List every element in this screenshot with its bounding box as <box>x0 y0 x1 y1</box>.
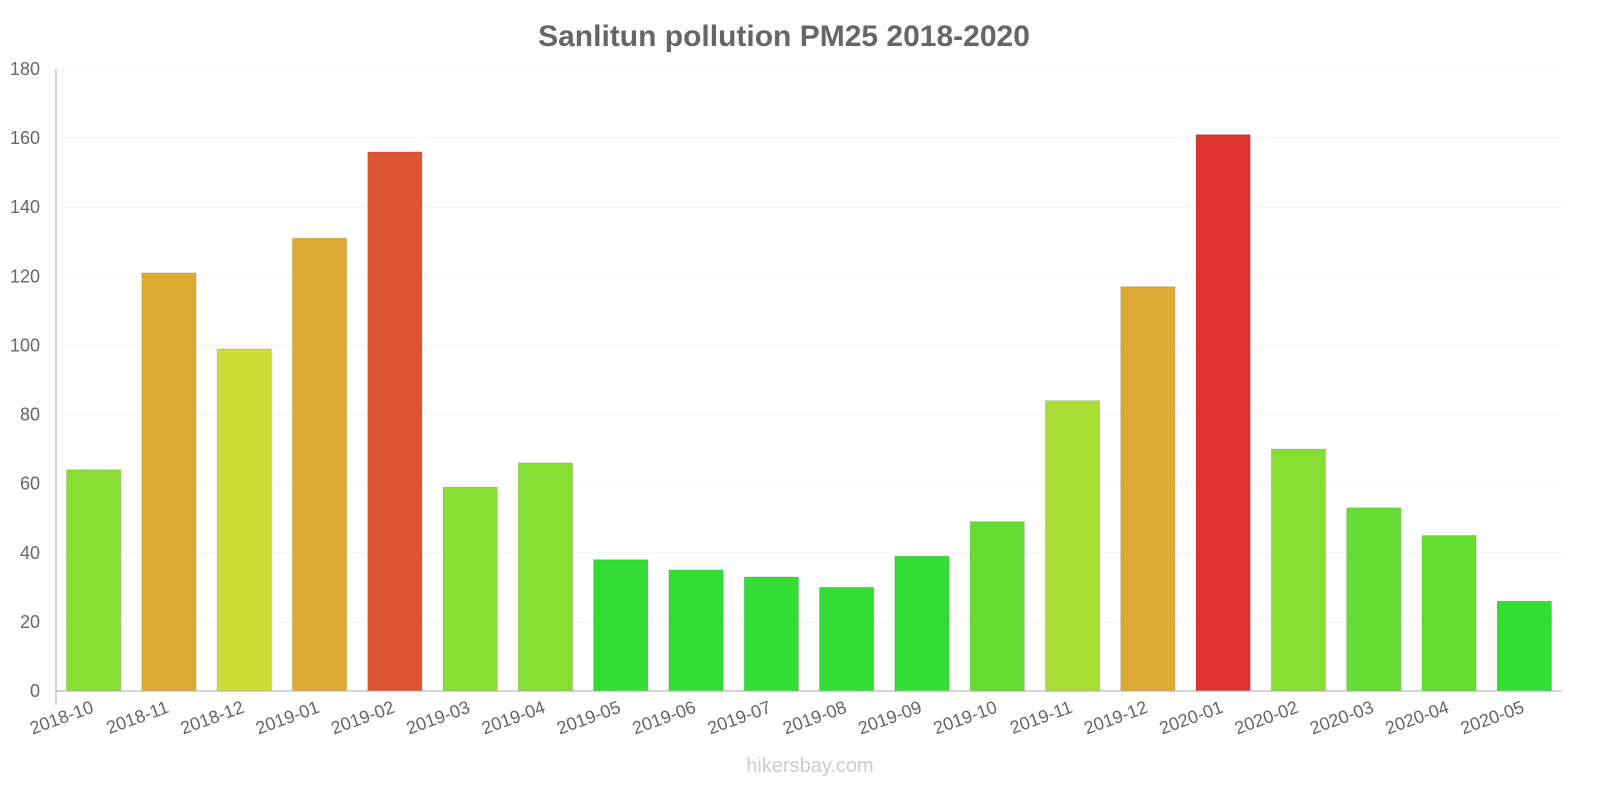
watermark: hikersbay.com <box>746 755 873 777</box>
x-tick-label: 2019-06 <box>629 697 698 738</box>
x-tick-label: 2019-08 <box>780 697 849 738</box>
bar-2019-01[interactable] <box>291 237 348 692</box>
y-tick-label: 20 <box>20 612 40 632</box>
chart-title: Sanlitun pollution PM25 2018-2020 <box>538 20 1030 53</box>
y-tick-label: 80 <box>20 405 40 425</box>
x-tick-label: 2018-12 <box>178 697 247 738</box>
x-tick-label: 2019-02 <box>328 697 397 738</box>
bar-2019-03[interactable] <box>442 486 498 692</box>
x-tick-label: 2019-11 <box>1007 697 1075 738</box>
x-tick-label: 2019-10 <box>931 697 1000 738</box>
y-tick-label: 40 <box>20 543 40 563</box>
bar-2019-06[interactable] <box>668 569 724 692</box>
x-tick-label: 2020-03 <box>1307 697 1376 738</box>
x-tick-label: 2018-11 <box>104 697 172 738</box>
y-tick-label: 0 <box>30 681 40 701</box>
x-tick-label: 2019-09 <box>855 697 924 738</box>
x-tick-label: 2020-05 <box>1458 697 1527 738</box>
x-tick-label: 2020-04 <box>1382 697 1451 738</box>
bar-2020-04[interactable] <box>1421 535 1477 692</box>
x-tick-label: 2019-04 <box>479 697 548 738</box>
y-tick-label: 100 <box>10 335 40 355</box>
bar-2019-11[interactable] <box>1044 400 1101 692</box>
bar-2020-02[interactable] <box>1270 448 1327 692</box>
x-tick-label: 2019-07 <box>705 697 774 738</box>
bar-2019-09[interactable] <box>894 555 950 692</box>
bar-2018-12[interactable] <box>216 348 272 692</box>
x-tick-label: 2019-01 <box>253 697 322 738</box>
x-tick-label: 2019-03 <box>404 697 473 738</box>
y-tick-label: 60 <box>20 474 40 494</box>
x-tick-label: 2018-10 <box>27 697 96 738</box>
x-tick-label: 2020-02 <box>1232 697 1301 738</box>
bar-2020-05[interactable] <box>1496 600 1552 692</box>
bar-2019-10[interactable] <box>969 521 1025 692</box>
bar-2019-05[interactable] <box>593 559 649 692</box>
y-tick-label: 180 <box>10 59 40 79</box>
bar-2019-12[interactable] <box>1120 286 1176 692</box>
bar-2018-11[interactable] <box>141 272 197 692</box>
y-tick-label: 140 <box>10 197 40 217</box>
x-tick-label: 2019-05 <box>554 697 623 738</box>
bar-2018-10[interactable] <box>66 469 122 692</box>
y-tick-label: 120 <box>10 266 40 286</box>
x-tick-label: 2019-12 <box>1081 697 1150 738</box>
bar-2020-01[interactable] <box>1195 134 1251 692</box>
bar-2019-08[interactable] <box>819 586 875 692</box>
bar-2019-07[interactable] <box>743 576 799 692</box>
bar-2019-04[interactable] <box>517 462 574 692</box>
bar-2020-03[interactable] <box>1346 507 1402 692</box>
bar-2019-02[interactable] <box>367 151 423 692</box>
x-tick-label: 2020-01 <box>1157 697 1226 738</box>
y-tick-label: 160 <box>10 128 40 148</box>
